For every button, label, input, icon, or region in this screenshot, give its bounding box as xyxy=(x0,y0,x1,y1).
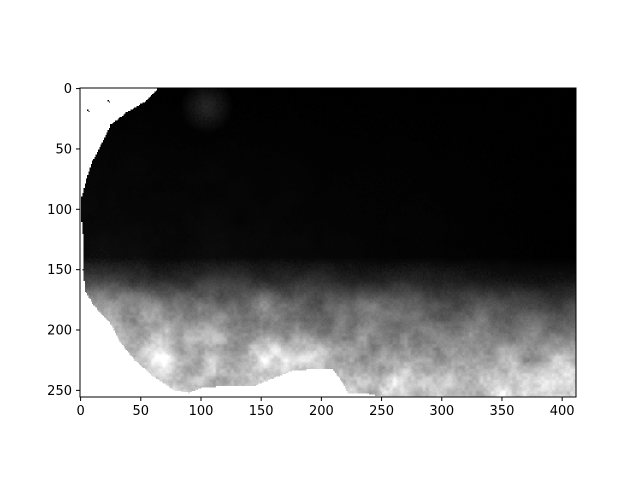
heatmap-image xyxy=(80,88,576,397)
y-tick-label: 100 xyxy=(47,203,72,218)
x-tick-label: 50 xyxy=(133,404,150,419)
axes-frame xyxy=(79,87,577,398)
x-tick-label: 150 xyxy=(249,404,274,419)
y-tick-label: 250 xyxy=(47,384,72,399)
x-tick-label: 300 xyxy=(429,404,454,419)
y-tick-label: 0 xyxy=(64,82,72,97)
y-tick-label: 200 xyxy=(47,324,72,339)
y-tick-label: 150 xyxy=(47,263,72,278)
y-tick-label: 50 xyxy=(55,142,72,157)
x-tick-label: 100 xyxy=(189,404,214,419)
x-tick-label: 350 xyxy=(490,404,515,419)
x-tick-label: 200 xyxy=(309,404,334,419)
y-axis-ticks: 0 50 100 150 200 250 xyxy=(47,82,80,399)
x-tick-label: 250 xyxy=(369,404,394,419)
x-tick-label: 0 xyxy=(76,404,84,419)
x-tick-label: 400 xyxy=(550,404,575,419)
plot-area xyxy=(79,87,577,398)
x-axis-ticks: 0 50 100 150 200 250 300 350 400 xyxy=(76,397,575,419)
